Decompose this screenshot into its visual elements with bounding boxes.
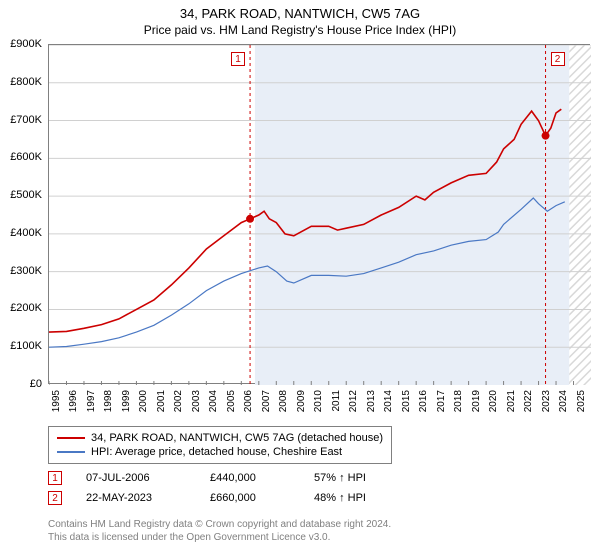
sale-marker-1: 1 — [231, 52, 245, 66]
x-tick-label: 2001 — [156, 390, 167, 412]
y-tick-label: £300K — [10, 265, 42, 277]
y-tick-label: £200K — [10, 302, 42, 314]
sale-delta: 48% ↑ HPI — [314, 492, 366, 504]
x-tick-label: 2003 — [191, 390, 202, 412]
x-tick-label: 2011 — [331, 390, 342, 412]
y-tick-label: £500K — [10, 189, 42, 201]
x-tick-label: 2017 — [436, 390, 447, 412]
x-tick-label: 1996 — [68, 390, 79, 412]
x-tick-label: 2013 — [366, 390, 377, 412]
chart-container: 34, PARK ROAD, NANTWICH, CW5 7AG Price p… — [0, 0, 600, 560]
x-tick-label: 2002 — [173, 390, 184, 412]
footer-line1: Contains HM Land Registry data © Crown c… — [48, 518, 391, 531]
sale-price: £660,000 — [210, 492, 290, 504]
x-tick-label: 2021 — [506, 390, 517, 412]
sale-price: £440,000 — [210, 472, 290, 484]
legend-swatch — [57, 437, 85, 439]
x-tick-label: 2012 — [348, 390, 359, 412]
x-tick-label: 1997 — [86, 390, 97, 412]
x-tick-label: 2024 — [558, 390, 569, 412]
x-tick-label: 2015 — [401, 390, 412, 412]
plot-svg — [49, 45, 591, 385]
x-tick-label: 2009 — [296, 390, 307, 412]
x-tick-label: 2023 — [541, 390, 552, 412]
x-tick-label: 2005 — [226, 390, 237, 412]
y-tick-label: £700K — [10, 114, 42, 126]
y-tick-label: £100K — [10, 340, 42, 352]
y-tick-label: £900K — [10, 38, 42, 50]
sales-table: 1 07-JUL-2006 £440,000 57% ↑ HPI 2 22-MAY-202… — [48, 468, 366, 508]
footer-line2: This data is licensed under the Open Gov… — [48, 531, 391, 544]
y-tick-label: £600K — [10, 151, 42, 163]
legend-label: HPI: Average price, detached house, Ches… — [91, 446, 342, 458]
legend: 34, PARK ROAD, NANTWICH, CW5 7AG (detach… — [48, 426, 392, 464]
y-tick-label: £400K — [10, 227, 42, 239]
chart-subtitle: Price paid vs. HM Land Registry's House … — [0, 23, 600, 37]
legend-label: 34, PARK ROAD, NANTWICH, CW5 7AG (detach… — [91, 432, 383, 444]
sale-date: 07-JUL-2006 — [86, 472, 186, 484]
sale-row: 2 22-MAY-2023 £660,000 48% ↑ HPI — [48, 488, 366, 508]
sale-marker-2: 2 — [551, 52, 565, 66]
x-tick-label: 2016 — [418, 390, 429, 412]
sale-delta: 57% ↑ HPI — [314, 472, 366, 484]
sale-row: 1 07-JUL-2006 £440,000 57% ↑ HPI — [48, 468, 366, 488]
sale-row-marker: 2 — [48, 491, 62, 505]
x-tick-label: 2000 — [138, 390, 149, 412]
x-tick-label: 2004 — [208, 390, 219, 412]
chart-title: 34, PARK ROAD, NANTWICH, CW5 7AG — [0, 6, 600, 21]
sale-row-marker: 1 — [48, 471, 62, 485]
x-tick-label: 1998 — [103, 390, 114, 412]
x-tick-label: 2014 — [383, 390, 394, 412]
x-tick-label: 2022 — [523, 390, 534, 412]
legend-item: 34, PARK ROAD, NANTWICH, CW5 7AG (detach… — [57, 431, 383, 445]
x-axis-labels: 1995 1996 1997 1998 1999 2000 2001 2002 2003 2004… — [48, 386, 590, 426]
y-axis-labels: £0£100K£200K£300K£400K£500K£600K£700K£80… — [0, 44, 46, 384]
x-tick-label: 2020 — [488, 390, 499, 412]
legend-item: HPI: Average price, detached house, Ches… — [57, 445, 383, 459]
x-tick-label: 2025 — [576, 390, 587, 412]
x-tick-label: 2018 — [453, 390, 464, 412]
x-tick-label: 2007 — [261, 390, 272, 412]
legend-swatch — [57, 451, 85, 453]
x-tick-label: 2019 — [471, 390, 482, 412]
x-tick-label: 2006 — [243, 390, 254, 412]
footer-attribution: Contains HM Land Registry data © Crown c… — [48, 518, 391, 544]
x-tick-label: 1999 — [121, 390, 132, 412]
plot-area — [48, 44, 590, 384]
x-tick-label: 2010 — [313, 390, 324, 412]
plot-frame — [48, 44, 590, 384]
y-tick-label: £800K — [10, 76, 42, 88]
title-block: 34, PARK ROAD, NANTWICH, CW5 7AG Price p… — [0, 0, 600, 37]
x-tick-label: 1995 — [51, 390, 62, 412]
y-tick-label: £0 — [30, 378, 42, 390]
sale-date: 22-MAY-2023 — [86, 492, 186, 504]
x-tick-label: 2008 — [278, 390, 289, 412]
